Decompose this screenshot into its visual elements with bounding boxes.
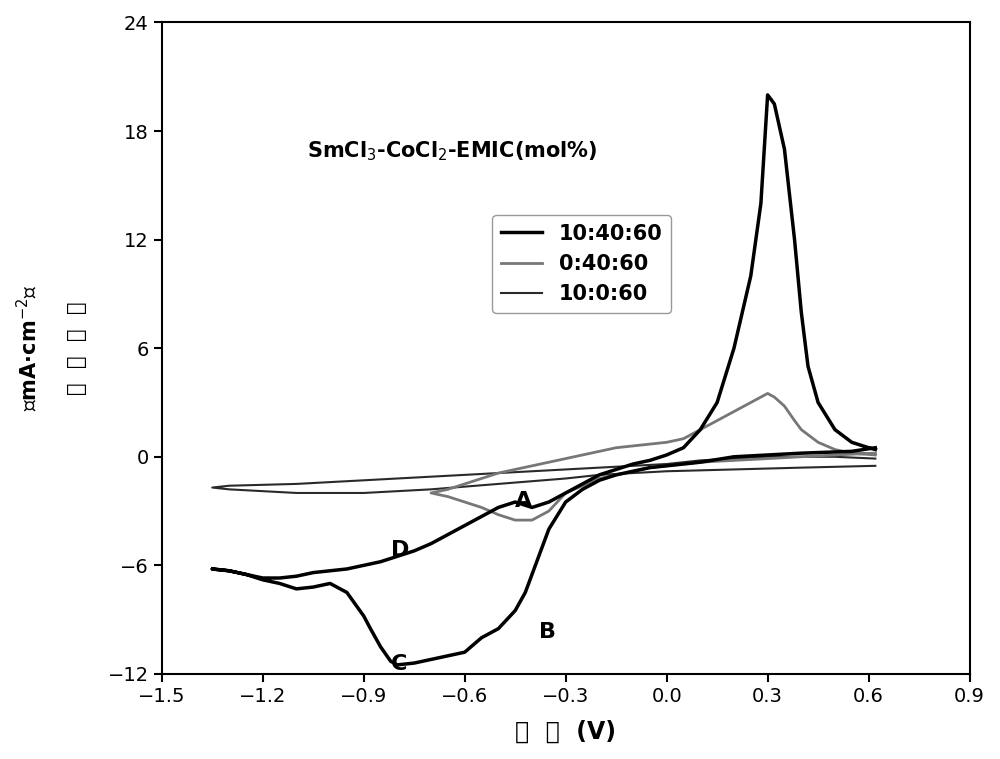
0:40:60 [745,398,757,407]
0:40:60 [627,467,639,476]
10:0:60 [425,485,437,494]
Line: 10:0:60: 10:0:60 [212,457,875,493]
0:40:60 [459,480,471,489]
0:40:60 [768,392,780,402]
Text: D: D [391,540,409,560]
10:40:60 [459,647,471,657]
0:40:60 [661,438,673,447]
Text: C: C [391,654,407,674]
0:40:60 [644,439,656,449]
10:0:60 [762,452,774,461]
10:0:60 [829,452,841,461]
0:40:60 [476,474,488,483]
0:40:60 [795,425,807,434]
10:0:60 [869,461,881,471]
10:40:60 [869,443,881,452]
10:0:60 [560,465,572,474]
10:0:60 [425,472,437,481]
10:0:60 [661,467,673,476]
10:0:60 [290,480,302,489]
0:40:60 [677,434,689,443]
0:40:60 [459,497,471,506]
0:40:60 [543,458,555,467]
0:40:60 [543,506,555,515]
0:40:60 [728,407,740,416]
0:40:60 [711,416,723,425]
0:40:60 [869,449,881,458]
0:40:60 [869,450,881,459]
10:0:60 [358,488,370,497]
10:0:60 [728,465,740,474]
10:0:60 [358,476,370,485]
0:40:60 [661,461,673,471]
Text: B: B [539,622,556,641]
0:40:60 [795,452,807,461]
Line: 0:40:60: 0:40:60 [431,393,875,520]
10:0:60 [560,474,572,483]
0:40:60 [627,442,639,451]
0:40:60 [577,450,589,459]
0:40:60 [812,438,824,447]
10:40:60 [869,445,881,454]
0:40:60 [778,402,790,411]
0:40:60 [509,465,521,474]
0:40:60 [509,515,521,524]
0:40:60 [829,445,841,454]
10:0:60 [869,454,881,463]
Text: SmCl$_3$-CoCl$_2$-EMIC(mol%): SmCl$_3$-CoCl$_2$-EMIC(mol%) [307,140,598,163]
10:0:60 [206,483,218,492]
0:40:60 [425,488,437,497]
0:40:60 [644,463,656,472]
0:40:60 [442,485,454,494]
10:40:60 [385,657,397,666]
0:40:60 [755,392,767,402]
10:0:60 [661,459,673,468]
Line: 10:40:60: 10:40:60 [212,95,875,665]
0:40:60 [526,461,538,471]
0:40:60 [762,389,774,398]
0:40:60 [593,474,605,483]
0:40:60 [762,454,774,463]
10:0:60 [206,483,218,492]
0:40:60 [694,458,706,467]
0:40:60 [829,450,841,459]
10:0:60 [694,456,706,465]
10:0:60 [627,461,639,471]
10:40:60 [694,425,706,434]
0:40:60 [610,443,622,452]
0:40:60 [526,515,538,524]
Text: A: A [515,491,532,512]
10:0:60 [728,454,740,463]
10:40:60 [661,450,673,459]
0:40:60 [442,492,454,501]
0:40:60 [425,488,437,497]
0:40:60 [492,510,504,519]
0:40:60 [476,503,488,512]
10:40:60 [391,660,403,669]
10:0:60 [290,488,302,497]
Y-axis label: （mA·cm$^{-2}$）

电  流  密  度: （mA·cm$^{-2}$） 电 流 密 度 [15,285,87,411]
0:40:60 [560,454,572,463]
10:0:60 [795,463,807,472]
10:0:60 [492,480,504,489]
10:0:60 [627,468,639,477]
10:0:60 [223,481,235,490]
0:40:60 [728,456,740,465]
10:40:60 [240,570,252,579]
0:40:60 [789,416,801,425]
10:0:60 [223,485,235,494]
10:0:60 [795,452,807,461]
0:40:60 [593,447,605,456]
10:0:60 [492,468,504,477]
10:40:60 [408,659,420,668]
10:0:60 [593,471,605,480]
X-axis label: 电  位  (V): 电 位 (V) [515,720,616,744]
0:40:60 [560,488,572,497]
0:40:60 [694,425,706,434]
10:40:60 [762,90,774,99]
0:40:60 [492,468,504,477]
Legend: 10:40:60, 0:40:60, 10:0:60: 10:40:60, 0:40:60, 10:0:60 [492,216,671,313]
0:40:60 [846,449,858,458]
